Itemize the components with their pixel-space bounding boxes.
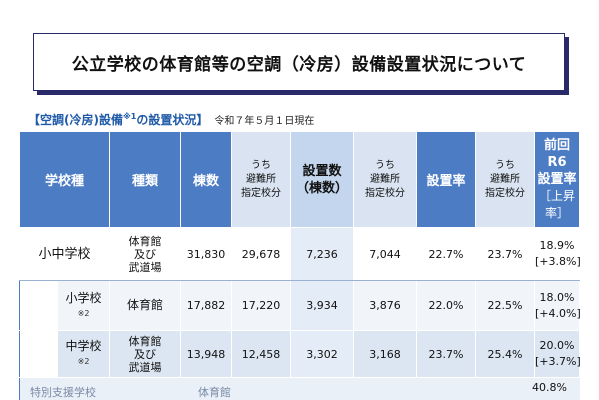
section-subtitle: 【空調(冷房)設備※1の設置状況】 令和７年５月１日現在 — [28, 111, 314, 128]
row-installed: 7,236 — [290, 227, 355, 281]
row-prev-rate: 20.0% [+3.7%] — [534, 330, 581, 378]
row-count: 31,830 — [180, 227, 233, 281]
header-kind: 種類 — [109, 131, 182, 228]
table-row: 中学校 ※2 体育館 及び 武道場 13,948 12,458 3,302 3,1… — [19, 330, 581, 378]
row-note: ※2 — [77, 357, 90, 366]
table-row: 小中学校 体育館 及び 武道場 31,830 29,678 7,236 7,04… — [18, 227, 581, 281]
row-rate: 22.0% — [416, 280, 477, 331]
header-shelter-count: うち 避難所 指定校分 — [231, 131, 292, 228]
page-title: 公立学校の体育館等の空調（冷房）設備設置状況について — [71, 54, 527, 75]
page-title-box: 公立学校の体育館等の空調（冷房）設備設置状況について — [33, 33, 565, 91]
row-prev-rate: 18.0% [+4.0%] — [534, 280, 581, 331]
row-prev-rate: 18.9% [+3.8%] — [534, 227, 581, 281]
row-school: 小中学校 — [18, 227, 111, 281]
row-indent — [19, 330, 58, 378]
subtitle-main: 【空調(冷房)設備※1の設置状況】 — [28, 112, 209, 127]
tail-kind: 体育館 — [198, 386, 231, 399]
row-prev-delta: [+4.0%] — [535, 306, 581, 320]
row-school: 中学校 ※2 — [56, 330, 111, 378]
header-installed: 設置数 （棟数） — [290, 131, 355, 228]
row-shelter-count: 12,458 — [231, 330, 292, 378]
row-shelter-installed: 3,876 — [353, 280, 418, 331]
header-shelter-installed: うち 避難所 指定校分 — [353, 131, 418, 228]
header-shelter-rate: うち 避難所 指定校分 — [475, 131, 536, 228]
tail-prev-rate: 40.8% — [532, 381, 567, 394]
table-row: 小学校 ※2 体育館 17,882 17,220 3,934 3,876 22.0… — [19, 280, 581, 331]
row-shelter-installed: 7,044 — [353, 227, 418, 281]
header-count: 棟数 — [180, 131, 233, 228]
row-kind: 体育館 — [109, 280, 182, 331]
row-kind: 体育館 及び 武道場 — [109, 330, 182, 378]
header-rate: 設置率 — [416, 131, 477, 228]
header-school-type: 学校種 — [18, 131, 111, 228]
row-note: ※2 — [77, 308, 90, 318]
row-shelter-rate: 25.4% — [475, 330, 536, 378]
row-shelter-count: 17,220 — [231, 280, 292, 331]
row-school: 小学校 ※2 — [56, 280, 111, 331]
row-shelter-installed: 3,168 — [353, 330, 418, 378]
table-row-partial: 特別支援学校 体育館 40.8% — [19, 378, 580, 400]
header-prev-rate-sub: ［上昇率］ — [539, 189, 576, 220]
row-indent — [19, 280, 58, 331]
row-count: 13,948 — [180, 330, 233, 378]
row-prev-delta: [+3.8%] — [535, 255, 581, 268]
row-rate: 22.7% — [416, 227, 477, 281]
subtitle-note: ※1 — [122, 112, 137, 121]
row-shelter-count: 29,678 — [231, 227, 292, 281]
installation-status-table: 学校種 種類 棟数 うち 避難所 指定校分 設置数 （棟数） うち 避難所 指定… — [18, 131, 581, 378]
row-installed: 3,934 — [290, 280, 355, 331]
row-shelter-rate: 22.5% — [475, 280, 536, 331]
row-kind: 体育館 及び 武道場 — [109, 227, 182, 281]
tail-school: 特別支援学校 — [30, 386, 96, 399]
row-shelter-rate: 23.7% — [475, 227, 536, 281]
subtitle-date: 令和７年５月１日現在 — [214, 116, 315, 127]
row-rate: 23.7% — [416, 330, 477, 378]
row-prev-delta: [+3.7%] — [535, 355, 581, 368]
header-prev-rate: 前回R6 設置率 ［上昇率］ — [534, 131, 581, 228]
row-installed: 3,302 — [290, 330, 355, 378]
row-count: 17,882 — [180, 280, 233, 331]
